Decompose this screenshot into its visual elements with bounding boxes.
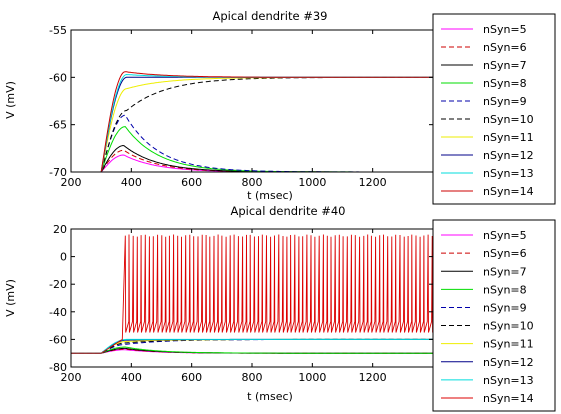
- x-tick-label: 600: [181, 371, 202, 384]
- legend-entry: nSyn=5: [483, 229, 527, 242]
- y-tick-label: 0: [60, 251, 67, 264]
- chart-title: Apical dendrite #40: [231, 204, 346, 218]
- legend-entry: nSyn=6: [483, 247, 527, 260]
- legend-entry: nSyn=10: [483, 113, 534, 126]
- y-tick-label: -55: [49, 24, 67, 37]
- series-line-nsyn-14: [71, 71, 433, 172]
- legend-entry: nSyn=7: [483, 59, 527, 72]
- legend-entry: nSyn=5: [483, 23, 527, 36]
- chart-title: Apical dendrite #39: [213, 9, 328, 23]
- y-tick-label: -60: [49, 333, 67, 346]
- x-tick-label: 400: [121, 371, 142, 384]
- legend-entry: nSyn=8: [483, 77, 527, 90]
- legend-entry: nSyn=7: [483, 265, 527, 278]
- legend-entry: nSyn=6: [483, 41, 527, 54]
- series-line-nsyn-9: [71, 114, 433, 172]
- x-tick-label: 800: [242, 176, 263, 189]
- x-tick-label: 600: [181, 176, 202, 189]
- chart-apical-dendrite-40: Apical dendrite #40 V (mV) t (msec) 200 4…: [4, 204, 556, 412]
- series-line-nsyn-8: [71, 346, 433, 354]
- legend-entry: nSyn=14: [483, 185, 534, 198]
- x-tick-label: 400: [121, 176, 142, 189]
- y-tick-label: -65: [49, 119, 67, 132]
- legend-entry: nSyn=11: [483, 338, 534, 351]
- legend: nSyn=5 nSyn=6 nSyn=7 nSyn=8 nSyn=9 nSyn=10 nSy…: [432, 13, 556, 205]
- chart-apical-dendrite-39: Apical dendrite #39 V (mV) t (msec) 200 4…: [4, 9, 556, 205]
- legend-entry: nSyn=8: [483, 283, 527, 296]
- legend-entry: nSyn=13: [483, 374, 534, 387]
- y-tick-label: -40: [49, 306, 67, 319]
- series-line-nsyn-12: [71, 76, 433, 172]
- series-line-nsyn-14: [71, 234, 433, 354]
- legend-entry: nSyn=9: [483, 301, 527, 314]
- series-line-nsyn-11: [71, 76, 433, 172]
- legend-entry: nSyn=13: [483, 167, 534, 180]
- legend-entry: nSyn=14: [483, 392, 534, 405]
- y-tick-label: -70: [49, 166, 67, 179]
- y-tick-label: -20: [49, 278, 67, 291]
- legend: nSyn=5 nSyn=6 nSyn=7 nSyn=8 nSyn=9 nSyn=10 nSy…: [432, 219, 556, 412]
- legend-entry: nSyn=9: [483, 95, 527, 108]
- y-tick-label: -80: [49, 361, 67, 374]
- legend-entry: nSyn=12: [483, 149, 534, 162]
- x-tick-label: 200: [61, 371, 82, 384]
- series-line-nsyn-13: [71, 338, 433, 354]
- y-axis-label: V (mV): [4, 81, 17, 119]
- x-tick-label: 1200: [359, 176, 387, 189]
- legend-entry: nSyn=10: [483, 320, 534, 333]
- x-tick-label: 200: [61, 176, 82, 189]
- series-line-nsyn-10: [71, 76, 433, 172]
- legend-entry: nSyn=12: [483, 356, 534, 369]
- legend-entry: nSyn=11: [483, 131, 534, 144]
- x-tick-label: 1000: [298, 371, 326, 384]
- y-axis-label: V (mV): [4, 279, 17, 317]
- x-tick-label: 800: [242, 371, 263, 384]
- x-tick-label: 1000: [298, 176, 326, 189]
- x-axis-label: t (msec): [247, 189, 293, 202]
- series-line-nsyn-7: [71, 347, 433, 354]
- series-line-nsyn-8: [71, 126, 433, 172]
- x-tick-label: 1200: [359, 371, 387, 384]
- series-line-nsyn-11: [71, 338, 433, 354]
- y-tick-label: 20: [53, 223, 67, 236]
- x-axis-label: t (msec): [247, 390, 293, 403]
- y-tick-label: -60: [49, 71, 67, 84]
